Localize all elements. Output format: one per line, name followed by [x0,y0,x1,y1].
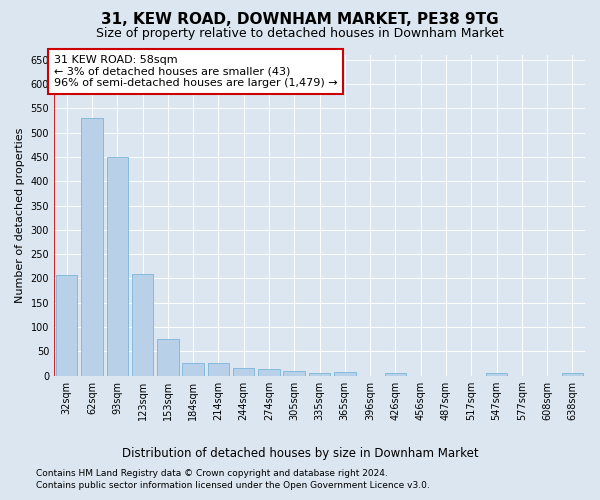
Bar [562,373,583,376]
Bar [309,373,330,376]
Bar [233,368,254,376]
Bar [107,157,128,376]
Bar [208,362,229,376]
Text: Size of property relative to detached houses in Downham Market: Size of property relative to detached ho… [96,28,504,40]
Bar [81,118,103,376]
Bar [486,373,507,376]
Y-axis label: Number of detached properties: Number of detached properties [15,128,25,303]
Text: 31, KEW ROAD, DOWNHAM MARKET, PE38 9TG: 31, KEW ROAD, DOWNHAM MARKET, PE38 9TG [101,12,499,28]
Text: Distribution of detached houses by size in Downham Market: Distribution of detached houses by size … [122,448,478,460]
Text: 31 KEW ROAD: 58sqm
← 3% of detached houses are smaller (43)
96% of semi-detached: 31 KEW ROAD: 58sqm ← 3% of detached hous… [54,55,338,88]
Text: Contains HM Land Registry data © Crown copyright and database right 2024.: Contains HM Land Registry data © Crown c… [36,468,388,477]
Text: Contains public sector information licensed under the Open Government Licence v3: Contains public sector information licen… [36,481,430,490]
Bar [182,362,204,376]
Bar [283,371,305,376]
Bar [334,372,356,376]
Bar [56,275,77,376]
Bar [157,339,179,376]
Bar [258,370,280,376]
Bar [132,274,153,376]
Bar [385,373,406,376]
